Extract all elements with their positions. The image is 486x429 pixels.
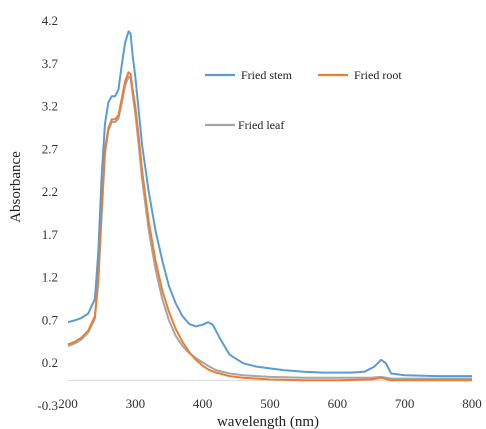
x-tick-label: 600 (328, 396, 348, 411)
x-tick-label: 400 (193, 396, 213, 411)
y-tick-label: 1.7 (42, 227, 59, 242)
y-tick-label: 4.2 (42, 13, 58, 28)
y-tick-label: 0.2 (42, 355, 58, 370)
series-line-fried-stem (67, 30, 472, 378)
y-tick-labels: -0.3 0.2 0.7 1.2 1.7 2.2 2.7 3.2 3.7 4.2 (37, 13, 58, 413)
legend-label-fried-root: Fried root (354, 68, 402, 82)
y-tick-label: 2.7 (42, 141, 59, 156)
x-tick-label: 300 (126, 396, 146, 411)
y-tick-label: 3.7 (42, 56, 59, 71)
y-tick-label: 2.2 (42, 184, 58, 199)
legend-label-fried-leaf: Fried leaf (238, 118, 284, 132)
y-tick-label: 1.2 (42, 270, 58, 285)
legend-label-fried-stem: Fried stem (241, 68, 293, 82)
y-tick-label: 3.2 (42, 99, 58, 114)
series-line-fried-root (67, 71, 472, 382)
legend: Fried stem Fried root Fried leaf (205, 68, 402, 132)
x-tick-label: 500 (260, 396, 280, 411)
x-axis-title: wavelength (nm) (217, 414, 319, 429)
x-tick-labels: 200 300 400 500 600 700 800 (58, 396, 482, 411)
y-tick-label: -0.3 (37, 398, 58, 413)
x-tick-label: 200 (58, 396, 78, 411)
y-axis-title: Absorbance (8, 151, 24, 223)
y-tick-label: 0.7 (42, 312, 59, 327)
x-tick-label: 800 (462, 396, 482, 411)
x-tick-label: 700 (395, 396, 415, 411)
series-lines (67, 30, 472, 382)
